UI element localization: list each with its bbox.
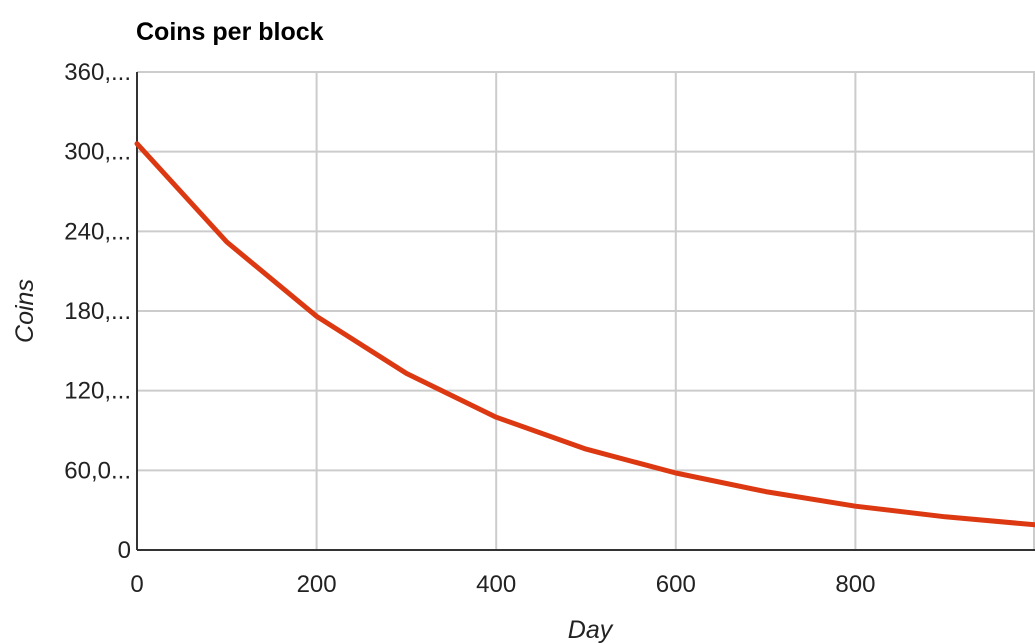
y-tick-label: 60,0... — [64, 457, 131, 484]
y-tick-label: 360,... — [64, 59, 131, 86]
chart-title: Coins per block — [136, 18, 324, 46]
series-lines — [134, 141, 1035, 528]
y-tick-label: 120,... — [64, 378, 131, 405]
axes — [136, 72, 1035, 551]
y-tick-label: 300,... — [64, 139, 131, 166]
x-tick-label: 400 — [476, 571, 516, 598]
x-axis-tick-labels: 0 200 400 600 800 — [130, 571, 875, 598]
x-tick-label: 600 — [656, 571, 696, 598]
y-tick-label: 0 — [118, 537, 131, 564]
y-axis-tick-labels: 0 60,0... 120,... 180,... 240,... 300,... 360,… — [64, 59, 131, 564]
x-axis-title: Day — [568, 616, 614, 643]
gridlines — [137, 71, 1035, 550]
x-tick-label: 800 — [835, 571, 875, 598]
y-axis-title: Coins — [11, 279, 39, 343]
series-line — [134, 141, 1035, 528]
x-tick-label: 0 — [130, 571, 143, 598]
x-tick-label: 200 — [297, 571, 337, 598]
y-tick-label: 240,... — [64, 218, 131, 245]
y-tick-label: 180,... — [64, 298, 131, 325]
